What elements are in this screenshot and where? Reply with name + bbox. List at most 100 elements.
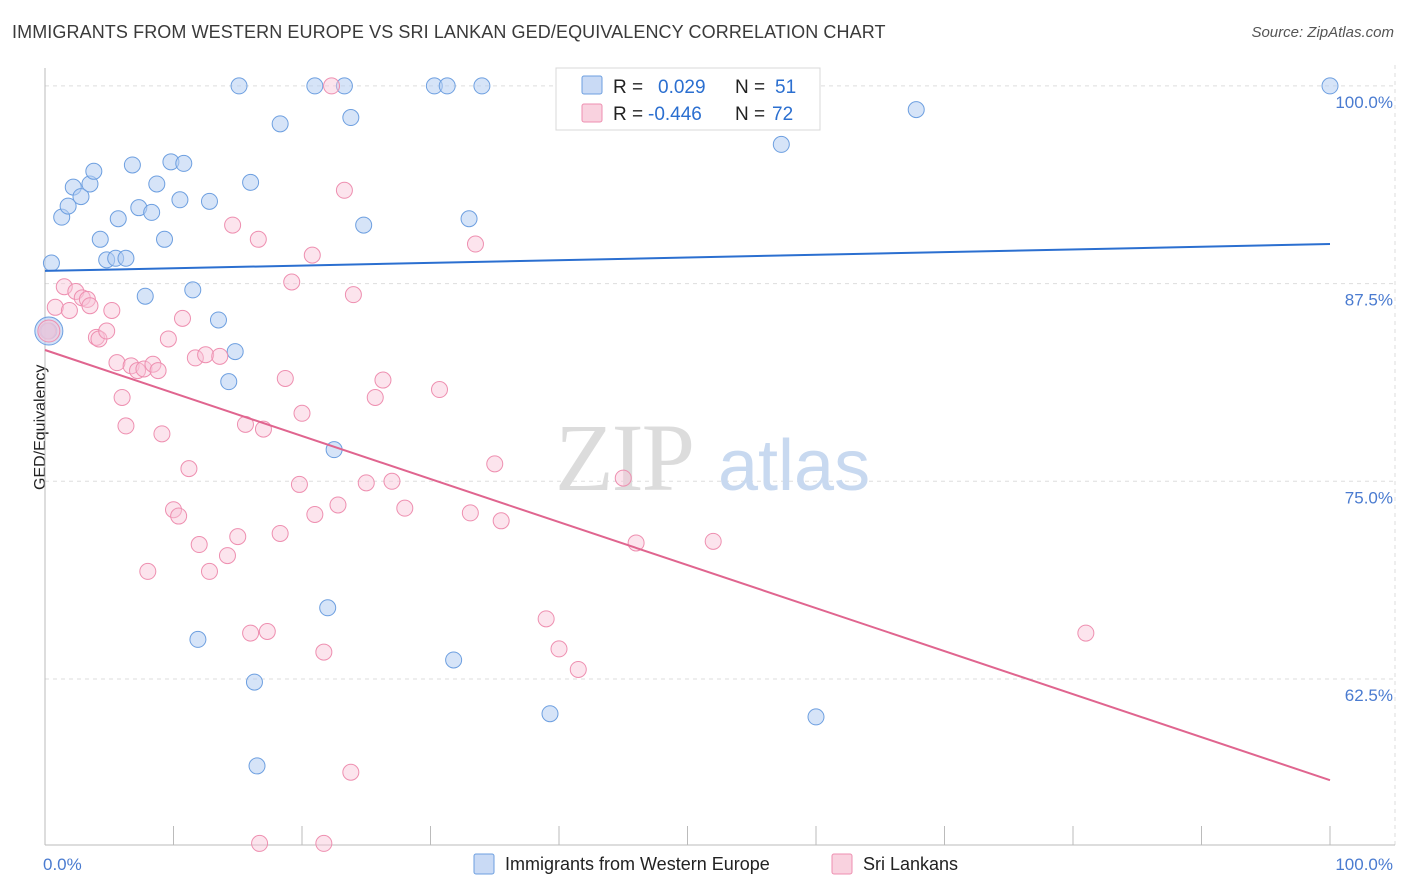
point-western-europe xyxy=(319,599,337,617)
point-sri-lankan xyxy=(258,623,276,641)
point-western-europe xyxy=(136,287,154,305)
point-western-europe xyxy=(230,77,248,95)
point-sri-lankan xyxy=(129,362,147,380)
legend-swatch-pink xyxy=(831,853,853,875)
point-western-europe xyxy=(226,343,244,361)
point-western-europe xyxy=(1321,77,1339,95)
point-western-europe xyxy=(807,708,825,726)
point-sri-lankan xyxy=(251,834,269,852)
axes xyxy=(44,68,1395,846)
point-western-europe xyxy=(148,175,166,193)
point-sri-lankan xyxy=(306,505,324,523)
point-sri-lankan xyxy=(218,547,236,565)
point-western-europe xyxy=(91,230,109,248)
stats-n-label-2: N = xyxy=(735,104,765,125)
stats-r-label-2: R = xyxy=(613,104,643,125)
point-western-europe xyxy=(460,210,478,228)
stats-r-value-1: 0.029 xyxy=(658,77,706,98)
point-sri-lankan xyxy=(60,301,78,319)
stats-n-value-1: 51 xyxy=(775,77,796,98)
point-sri-lankan xyxy=(461,504,479,522)
x-tick-label-min: 0.0% xyxy=(43,855,82,874)
point-western-europe xyxy=(59,197,77,215)
stats-n-label-1: N = xyxy=(735,77,765,98)
stats-swatch-blue xyxy=(581,75,603,95)
point-western-europe xyxy=(438,77,456,95)
trend-lines xyxy=(44,243,1331,782)
point-western-europe xyxy=(220,373,238,391)
point-sri-lankan xyxy=(492,512,510,530)
point-western-europe xyxy=(143,203,161,221)
point-sri-lankan xyxy=(149,362,167,380)
point-western-europe xyxy=(189,630,207,648)
point-sri-lankan xyxy=(335,181,353,199)
point-western-europe xyxy=(245,673,263,691)
point-sri-lankan xyxy=(430,381,448,399)
point-western-europe xyxy=(123,156,141,174)
stats-swatch-pink xyxy=(581,103,603,123)
point-sri-lankan xyxy=(329,496,347,514)
y-tick-label: 100.0% xyxy=(1335,93,1393,112)
point-sri-lankan xyxy=(323,77,341,95)
point-western-europe xyxy=(85,162,103,180)
point-sri-lankan xyxy=(293,404,311,422)
point-sri-lankan xyxy=(271,524,289,542)
point-sri-lankan xyxy=(303,246,321,264)
point-sri-lankan xyxy=(466,235,484,253)
point-sri-lankan xyxy=(229,528,247,546)
stats-r-label-1: R = xyxy=(613,77,643,98)
stats-r-value-2: -0.446 xyxy=(648,104,702,125)
point-western-europe xyxy=(242,173,260,191)
point-sri-lankan xyxy=(186,349,204,367)
data-points xyxy=(34,77,1339,852)
point-western-europe xyxy=(200,192,218,210)
point-western-europe xyxy=(271,115,289,133)
point-sri-lankan xyxy=(46,298,64,316)
point-western-europe xyxy=(117,249,135,267)
point-sri-lankan xyxy=(153,425,171,443)
point-sri-lankan xyxy=(159,330,177,348)
point-western-europe xyxy=(541,705,559,723)
point-sri-lankan xyxy=(139,562,157,580)
point-western-europe xyxy=(355,216,373,234)
point-sri-lankan xyxy=(135,360,153,378)
point-western-europe xyxy=(473,77,491,95)
point-sri-lankan xyxy=(197,346,215,364)
point-western-europe xyxy=(171,191,189,209)
point-sri-lankan xyxy=(242,624,260,642)
point-sri-lankan xyxy=(550,640,568,658)
tick-labels: 62.5% 75.0% 87.5% 100.0% 0.0% 100.0% xyxy=(43,93,1393,874)
y-tick-label: 87.5% xyxy=(1345,291,1393,310)
watermark-zip: ZIP xyxy=(555,404,693,511)
point-western-europe xyxy=(156,230,174,248)
point-western-europe xyxy=(306,77,324,95)
stats-box: R = 0.029 N = 51 R = -0.446 N = 72 xyxy=(555,67,821,131)
point-sri-lankan xyxy=(190,536,208,554)
point-western-europe xyxy=(335,77,353,95)
point-sri-lankan xyxy=(87,328,105,346)
point-sri-lankan xyxy=(283,273,301,291)
point-sri-lankan xyxy=(276,369,294,387)
point-western-europe xyxy=(109,210,127,228)
point-sri-lankan xyxy=(67,282,85,300)
point-sri-lankan xyxy=(569,660,587,678)
point-western-europe xyxy=(907,101,925,119)
trend-line-western-europe xyxy=(44,243,1331,272)
point-sri-lankan xyxy=(366,388,384,406)
point-sri-lankan xyxy=(108,354,126,372)
point-western-europe xyxy=(72,188,90,206)
point-sri-lankan xyxy=(486,455,504,473)
legend-label-sri-lankans: Sri Lankans xyxy=(863,854,958,874)
point-sri-lankan xyxy=(315,834,333,852)
point-sri-lankan xyxy=(1077,624,1095,642)
point-sri-lankan xyxy=(200,562,218,580)
point-sri-lankan xyxy=(396,499,414,517)
point-sri-lankan xyxy=(344,286,362,304)
point-sri-lankan-large xyxy=(37,319,61,343)
point-sri-lankan xyxy=(315,643,333,661)
point-sri-lankan xyxy=(173,309,191,327)
point-sri-lankan xyxy=(383,472,401,490)
point-western-europe xyxy=(772,135,790,153)
point-western-europe xyxy=(445,651,463,669)
